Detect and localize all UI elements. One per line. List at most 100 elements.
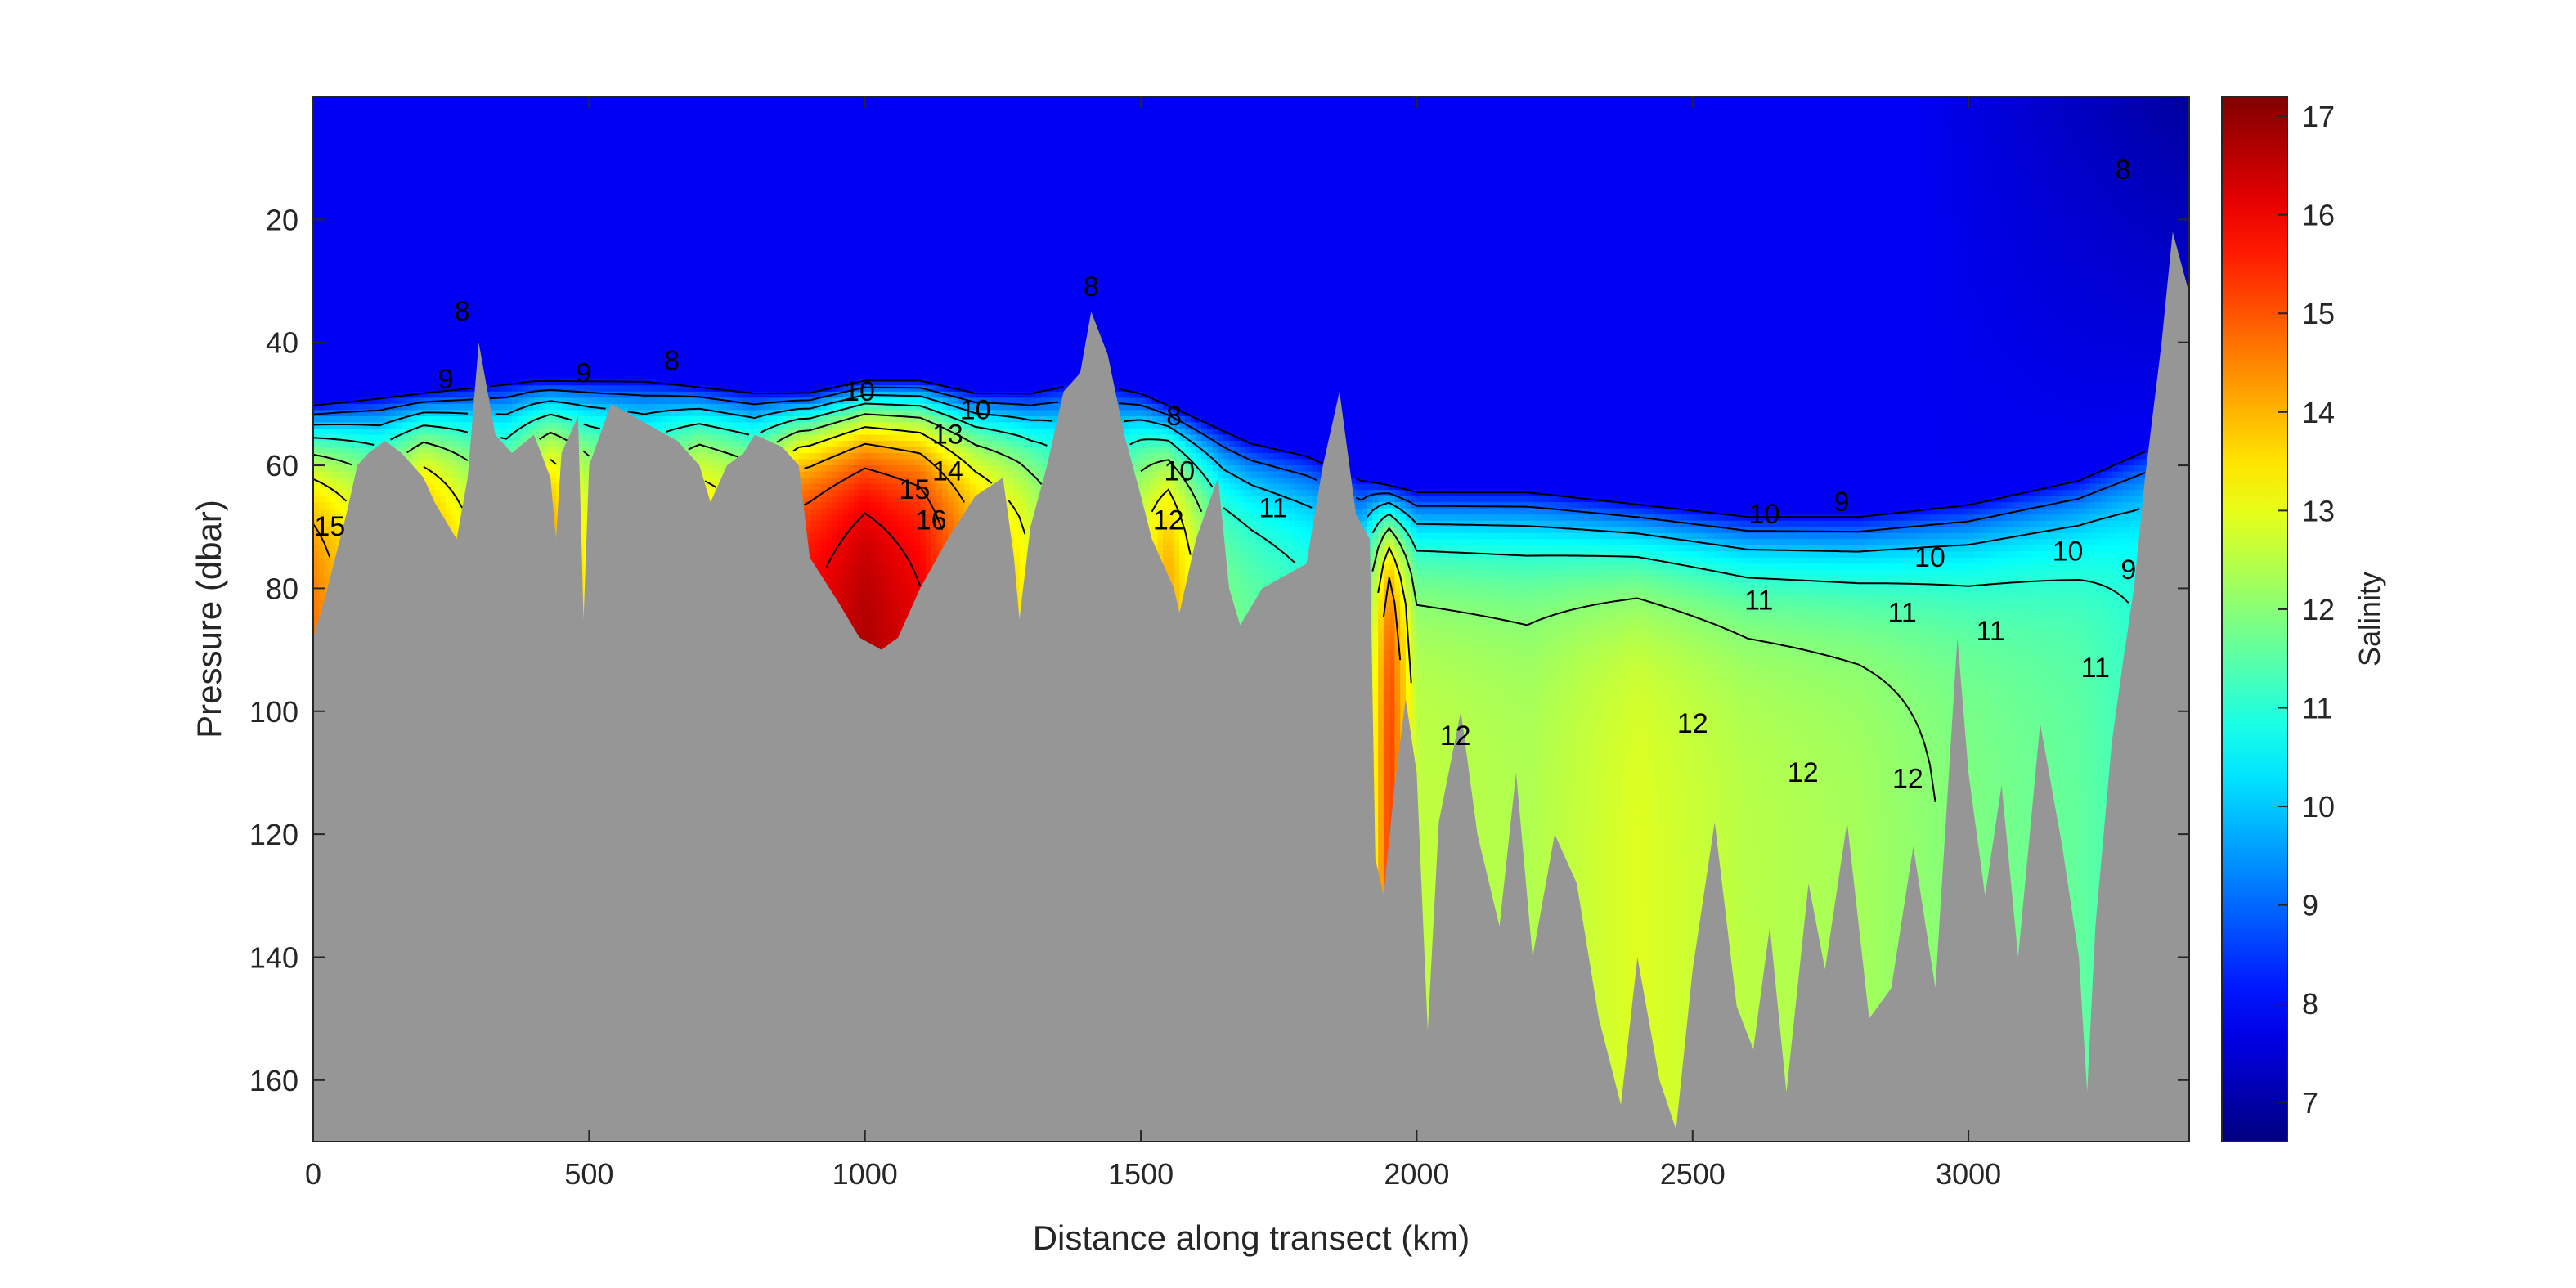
salinity-cell: [379, 195, 386, 202]
salinity-cell: [429, 366, 436, 374]
salinity-cell: [396, 170, 402, 177]
salinity-cell: [456, 268, 463, 276]
salinity-cell: [334, 385, 342, 393]
salinity-cell: [412, 336, 419, 343]
salinity-cell: [451, 102, 458, 110]
salinity-cell: [440, 465, 447, 473]
salinity-cell: [440, 213, 447, 220]
salinity-cell: [318, 207, 325, 214]
salinity-cell: [401, 434, 408, 442]
salinity-cell: [379, 312, 386, 319]
salinity-cell: [462, 188, 469, 195]
salinity-cell: [374, 219, 380, 227]
salinity-cell: [445, 249, 452, 258]
salinity-cell: [340, 502, 348, 509]
salinity-cell: [334, 397, 342, 405]
salinity-cell: [362, 182, 370, 190]
salinity-cell: [330, 287, 336, 294]
salinity-cell: [318, 373, 325, 380]
salinity-cell: [473, 354, 480, 361]
salinity-cell: [324, 508, 330, 515]
salinity-cell: [352, 299, 358, 307]
salinity-cell: [429, 219, 436, 227]
salinity-cell: [429, 102, 436, 110]
salinity-cell: [313, 213, 320, 220]
salinity-cell: [346, 342, 352, 349]
salinity-cell: [368, 330, 375, 337]
salinity-cell: [445, 471, 452, 478]
salinity-cell: [357, 195, 364, 202]
salinity-cell: [390, 127, 397, 134]
salinity-cell: [313, 151, 320, 159]
salinity-cell: [467, 231, 474, 239]
salinity-cell: [473, 96, 480, 104]
salinity-cell: [434, 164, 441, 171]
salinity-cell: [346, 256, 352, 263]
salinity-cell: [384, 415, 392, 424]
salinity-cell: [451, 312, 458, 319]
salinity-cell: [324, 176, 330, 183]
salinity-cell: [451, 527, 458, 534]
salinity-cell: [423, 459, 430, 466]
salinity-cell: [451, 237, 458, 245]
salinity-cell: [346, 366, 352, 374]
salinity-cell: [330, 188, 336, 195]
salinity-cell: [445, 459, 452, 466]
salinity-cell: [330, 305, 336, 312]
salinity-cell: [330, 403, 336, 411]
salinity-cell: [451, 520, 458, 527]
salinity-cell: [384, 403, 392, 411]
salinity-cell: [368, 219, 375, 227]
salinity-cell: [429, 231, 436, 239]
salinity-cell: [334, 146, 342, 153]
salinity-cell: [352, 231, 358, 239]
salinity-cell: [423, 348, 430, 356]
salinity-cell: [379, 275, 386, 282]
salinity-cell: [330, 508, 336, 515]
salinity-cell: [357, 447, 364, 454]
salinity-cell: [324, 133, 330, 141]
salinity-cell: [313, 496, 320, 503]
salinity-cell: [467, 188, 474, 195]
salinity-cell: [440, 109, 447, 116]
salinity-cell: [357, 348, 364, 356]
salinity-cell: [374, 244, 380, 251]
salinity-cell: [313, 354, 320, 361]
salinity-cell: [357, 158, 364, 165]
salinity-cell: [324, 569, 330, 577]
salinity-cell: [451, 361, 458, 368]
salinity-cell: [334, 520, 342, 527]
salinity-cell: [406, 305, 414, 312]
salinity-cell: [340, 158, 348, 165]
salinity-cell: [423, 114, 430, 122]
salinity-cell: [434, 219, 441, 227]
salinity-cell: [423, 453, 430, 460]
salinity-cell: [467, 151, 474, 159]
salinity-cell: [313, 287, 320, 294]
salinity-cell: [396, 102, 402, 110]
salinity-cell: [313, 403, 320, 411]
salinity-cell: [374, 403, 380, 411]
salinity-cell: [473, 213, 480, 220]
salinity-cell: [368, 237, 375, 245]
salinity-cell: [429, 478, 436, 485]
salinity-cell: [396, 391, 402, 398]
salinity-cell: [334, 121, 342, 128]
salinity-cell: [412, 127, 419, 134]
salinity-cell: [379, 164, 386, 171]
salinity-cell: [368, 336, 375, 343]
salinity-cell: [467, 317, 474, 325]
salinity-cell: [374, 164, 380, 171]
salinity-cell: [324, 219, 330, 227]
salinity-cell: [334, 514, 342, 522]
salinity-cell: [384, 256, 392, 263]
salinity-cell: [473, 158, 480, 165]
salinity-cell: [318, 195, 325, 202]
salinity-cell: [346, 440, 352, 448]
salinity-cell: [324, 102, 330, 110]
salinity-cell: [418, 96, 424, 104]
salinity-cell: [406, 188, 414, 195]
salinity-cell: [418, 391, 424, 398]
salinity-cell: [340, 293, 348, 300]
salinity-cell: [340, 471, 348, 478]
